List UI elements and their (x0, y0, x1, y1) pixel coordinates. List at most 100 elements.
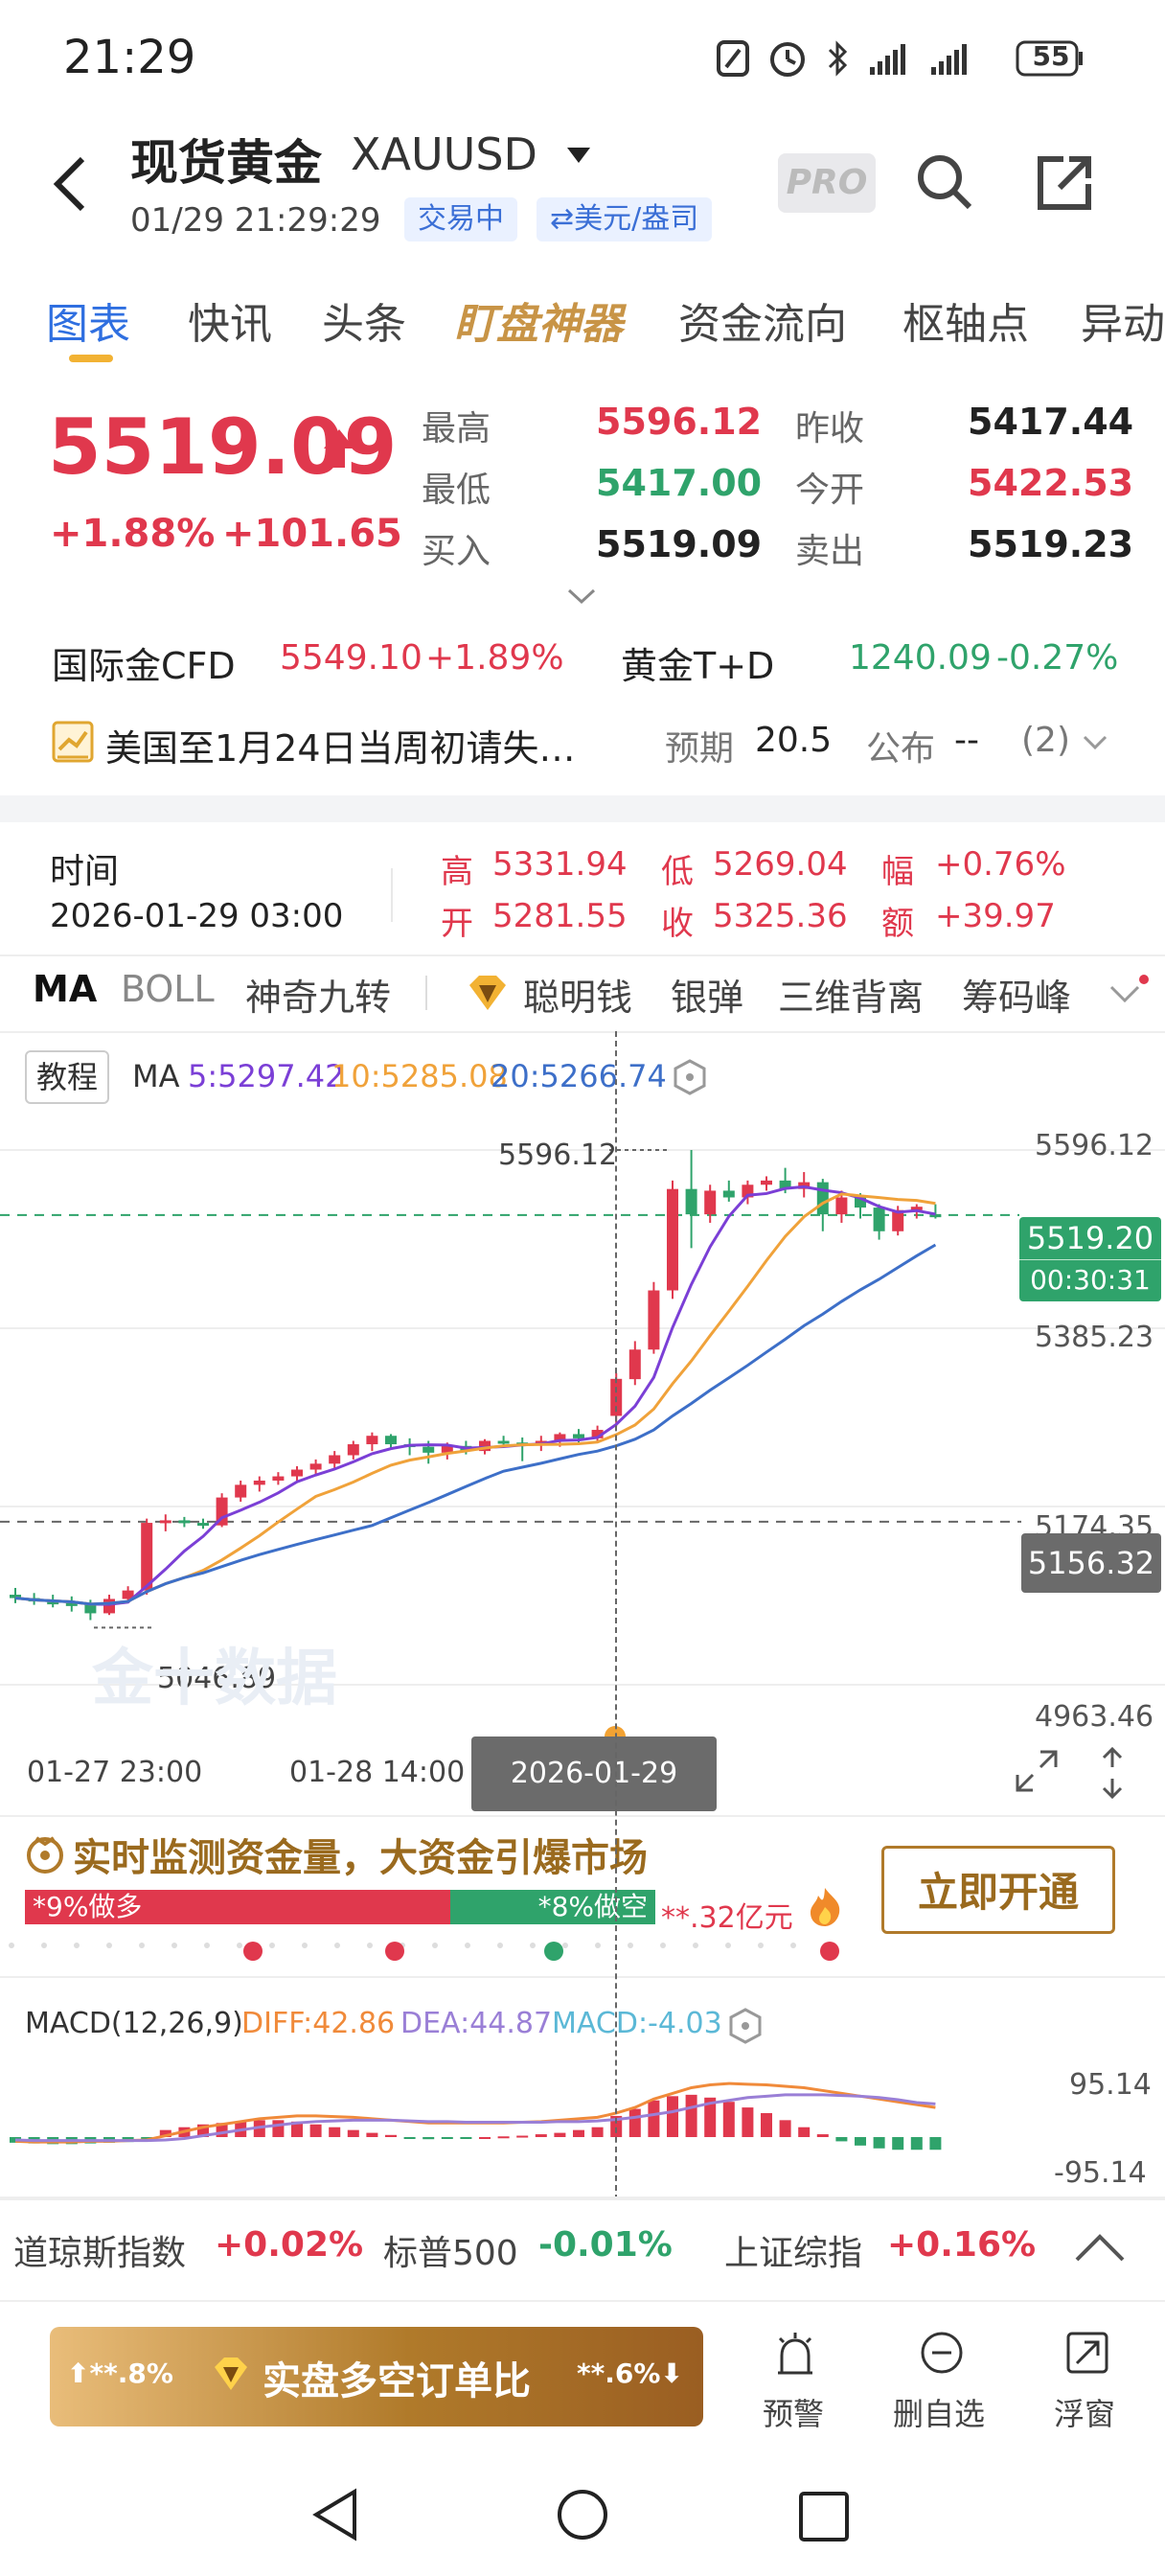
td-label[interactable]: 黄金T+D (621, 645, 775, 687)
bid-label: 买入 (422, 532, 491, 571)
bar-high-label: 高 (441, 853, 473, 891)
caret-down-icon[interactable] (565, 146, 592, 165)
tab-headlines[interactable]: 头条 (322, 300, 406, 349)
crosshair-time-tag: 2026-01-29 03:00 (471, 1736, 717, 1865)
candle-body (591, 1430, 604, 1438)
candle-body (873, 1208, 885, 1231)
expand-chevron-icon[interactable] (567, 586, 596, 606)
tutorial-button[interactable]: 教程 (25, 1050, 109, 1104)
macd-bar (479, 2137, 491, 2139)
long-ratio-label: *9%做多 (33, 1891, 143, 1922)
calendar-chart-icon (52, 721, 94, 763)
cfd-label[interactable]: 国际金CFD (52, 645, 236, 687)
indicator-ma[interactable]: MA (33, 968, 98, 1010)
divider (0, 2196, 1165, 2200)
share-icon[interactable] (1035, 153, 1094, 213)
money-bag-icon (27, 1836, 63, 1874)
macd-bar (159, 2129, 171, 2137)
indicator-smart-money[interactable]: 聪明钱 (523, 977, 633, 1019)
bar-close-label: 收 (661, 905, 694, 943)
candle-body (479, 1440, 491, 1452)
candle-body (573, 1434, 584, 1438)
float-window-label[interactable]: 浮窗 (1054, 2396, 1116, 2432)
trading-status-badge: 交易中 (404, 197, 517, 242)
fullscreen-icon[interactable] (1014, 1748, 1060, 1794)
bar-open: 5281.55 (492, 897, 628, 935)
candle-body (554, 1434, 566, 1441)
indicator-chip-peak[interactable]: 筹码峰 (962, 977, 1072, 1019)
macd-title: MACD(12,26,9) (25, 2007, 243, 2040)
low-value: 5417.00 (596, 462, 763, 504)
macd-bar (892, 2137, 904, 2150)
prev-close-label: 昨收 (795, 409, 865, 448)
candle-body (197, 1523, 209, 1527)
activate-button[interactable]: 立即开通 (881, 1846, 1115, 1934)
candle-body (779, 1180, 791, 1189)
nav-home-icon[interactable] (554, 2486, 611, 2543)
remove-watchlist-label[interactable]: 删自选 (893, 2396, 986, 2432)
macd-bar (347, 2129, 359, 2137)
chevron-down-icon[interactable] (1083, 734, 1108, 751)
short-ratio-bar: *8%做空 (450, 1890, 655, 1924)
bar-time: 2026-01-29 03:00 (50, 897, 344, 935)
candle-body (309, 1463, 322, 1470)
dea-line (14, 2093, 936, 2143)
candle-body (122, 1590, 134, 1599)
indicator-silver-bullet[interactable]: 银弹 (671, 977, 744, 1019)
chevron-up-icon[interactable] (1073, 2231, 1127, 2264)
indicator-boll[interactable]: BOLL (121, 968, 215, 1010)
macd-bar (573, 2129, 584, 2137)
ask-value: 5519.23 (968, 523, 1134, 565)
vertical-scale-icon[interactable] (1098, 1746, 1127, 1800)
macd-chart[interactable] (0, 2060, 1165, 2204)
tab-pivot[interactable]: 枢轴点 (902, 300, 1029, 349)
macd-bar (667, 2096, 678, 2137)
alert-label[interactable]: 预警 (763, 2396, 825, 2432)
search-icon[interactable] (916, 153, 973, 211)
candle-body (423, 1446, 435, 1453)
bar-low-label: 低 (661, 853, 694, 891)
back-icon[interactable] (50, 153, 88, 215)
tab-chart[interactable]: 图表 (46, 300, 130, 349)
bar-amp-label: 幅 (881, 853, 914, 891)
macd-bar (516, 2135, 529, 2138)
macd-bar (798, 2127, 811, 2137)
tab-movement[interactable]: 异动 (1081, 300, 1165, 349)
unit-badge[interactable]: ⇄美元/盎司 (537, 197, 713, 242)
macd-settings-icon[interactable] (728, 2007, 763, 2045)
macd-bar (742, 2107, 754, 2137)
float-window-icon[interactable] (1065, 2331, 1109, 2375)
candle-body (366, 1436, 378, 1445)
x-axis-label: 01-27 23:00 (27, 1756, 203, 1789)
ma10-legend: 10:5285.08 (331, 1058, 508, 1094)
nav-recents-icon[interactable] (797, 2490, 851, 2543)
alarm-icon (770, 42, 805, 77)
order-ratio-banner[interactable]: ⬆**.8% 实盘多空订单比 **.6%⬇ (50, 2327, 703, 2426)
settings-hex-icon[interactable] (673, 1058, 707, 1096)
candle-body (103, 1598, 115, 1614)
macd-bar (873, 2137, 885, 2149)
macd-bar (779, 2120, 791, 2137)
remove-watchlist-icon[interactable] (920, 2331, 964, 2375)
indicator-td9[interactable]: 神奇九转 (245, 977, 392, 1019)
index-name: 上证综指 (724, 2234, 863, 2273)
more-indicators-icon[interactable] (1108, 974, 1150, 1012)
macd-bar (648, 2100, 660, 2137)
tab-monitor[interactable]: 盯盘神器 (454, 300, 623, 349)
index-name: 道琼斯指数 (13, 2234, 187, 2273)
indicator-divergence[interactable]: 三维背离 (778, 977, 925, 1019)
tab-capital-flow[interactable]: 资金流向 (678, 300, 847, 349)
bar-close: 5325.36 (713, 897, 848, 935)
high-label: 最高 (422, 409, 491, 448)
tab-flash[interactable]: 快讯 (188, 300, 272, 349)
pro-button[interactable]: PRO (778, 153, 876, 213)
candlestick-chart[interactable] (0, 1035, 1165, 1821)
open-value: 5422.53 (968, 462, 1134, 504)
nav-back-icon[interactable] (308, 2486, 366, 2543)
arrow-up-icon (324, 429, 354, 468)
time-label: 时间 (50, 852, 120, 891)
change-amount: +101.65 (222, 512, 402, 556)
symbol-selector[interactable]: XAUUSD (351, 128, 537, 180)
macd-bar (366, 2132, 378, 2137)
alert-icon[interactable] (774, 2331, 816, 2379)
